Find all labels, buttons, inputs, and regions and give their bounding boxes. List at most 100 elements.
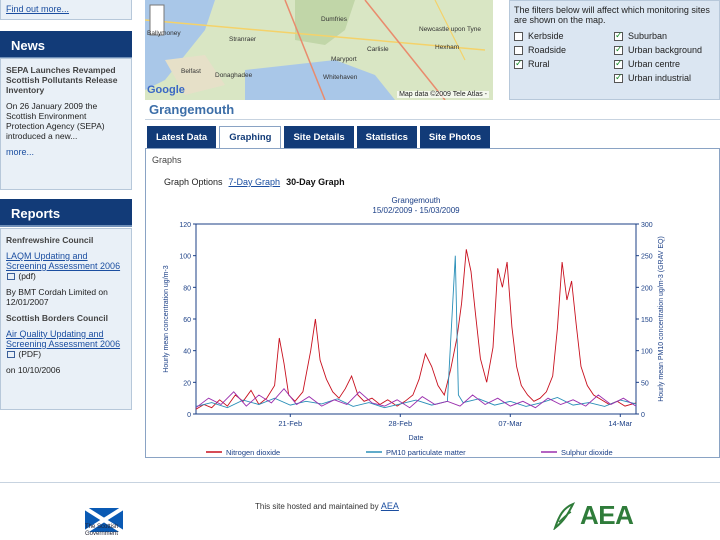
y-left-tick-label: 0 [187,412,191,419]
y-left-tick-label: 60 [183,317,191,324]
report-link-1-suffix: (pdf) [18,271,36,281]
map-label: Newcastle upon Tyne [419,26,482,33]
filter-item[interactable]: Rural [514,58,614,69]
filters-note: The filters below will affect which moni… [514,5,710,25]
news-more-link[interactable]: more... [6,147,35,157]
y-right-tick-label: 200 [641,285,653,292]
hosted-prefix: This site hosted and maintained by [255,502,379,511]
map-label: Ballymoney [147,30,181,37]
find-out-more-link[interactable]: Find out more... [6,4,70,14]
map-label: Maryport [331,56,357,63]
left-sidebar: Find out more... News SEPA Launches Reva… [0,0,132,410]
hosted-by-text: This site hosted and maintained by AEA [255,501,399,511]
filter-label: Urban industrial [628,73,692,83]
filter-checkbox[interactable] [614,44,623,55]
filter-item[interactable]: Kerbside [514,31,614,41]
filter-label: Urban background [628,45,703,55]
footer-divider [0,482,720,483]
filter-spacer [514,73,614,83]
map-label: Donaghadee [215,72,253,79]
filter-item[interactable]: Suburban [614,30,714,41]
y-left-tick-label: 20 [183,380,191,387]
map-label: Whitehaven [323,74,358,81]
aea-logo: AEA [553,500,634,531]
filter-label: Urban centre [628,59,681,69]
x-tick-label: 21-Feb [278,419,302,428]
report-link-2[interactable]: Air Quality Updating and Screening Asses… [6,329,121,349]
x-tick-label: 07-Mar [498,419,522,428]
graph-options-label: Graph Options [164,177,223,187]
aea-wordmark: AEA [580,500,634,530]
chart-title: Grangemouth [392,196,441,205]
x-tick-label: 14-Mar [608,419,632,428]
report-council-1: Renfrewshire Council [6,235,94,245]
chart-subtitle: 15/02/2009 - 15/03/2009 [372,206,460,215]
site-map[interactable]: Dumfries Stranraer Ballymoney Newcastle … [145,0,493,100]
report-council-2: Scottish Borders Council [6,313,109,323]
map-label: Carlisle [367,46,389,53]
y-right-tick-label: 150 [641,317,653,324]
pdf-icon [7,351,15,359]
reports-panel: Renfrewshire Council LAQM Updating and S… [0,228,132,410]
legend-label: Nitrogen dioxide [226,448,280,457]
reports-heading: Reports [0,199,132,227]
map-label: Belfast [181,68,201,75]
filter-checkbox[interactable] [614,72,623,83]
filter-label: Kerbside [528,31,564,41]
filter-item[interactable]: Urban industrial [614,72,714,83]
filter-checkbox[interactable] [514,45,523,55]
filter-item[interactable]: Urban centre [614,58,714,69]
graph-options: Graph Options 7-Day Graph 30-Day Graph [164,177,345,187]
news-text: On 26 January 2009 the Scottish Environm… [6,101,105,141]
tab-graphing[interactable]: Graphing [219,126,282,148]
tab-site-photos[interactable]: Site Photos [419,126,491,148]
series-line-1 [195,255,637,409]
scot-line-1: The Scottish [85,524,119,530]
news-heading: News [0,31,132,59]
filter-grid: Kerbside Suburban Roadside Urban background… [514,30,715,83]
site-filters: The filters below will affect which moni… [509,0,720,100]
map-label: Dumfries [321,16,348,23]
google-logo: Google [147,84,185,96]
filter-checkbox[interactable] [514,58,523,69]
y-left-tick-label: 80 [183,285,191,292]
report-link-1[interactable]: LAQM Updating and Screening Assessment 2… [6,251,121,271]
map-label: Stranraer [229,36,257,43]
news-panel: SEPA Launches Revamped Scottish Pollutan… [0,58,132,190]
map-copyright: Map data ©2009 Tele Atlas - [397,91,489,98]
report-by-2: on 10/10/2006 [6,365,61,375]
y-right-axis-label: Hourly mean PM10 concentration ug/m-3 (G… [658,236,665,402]
y-left-tick-label: 100 [179,254,191,261]
tab-site-details[interactable]: Site Details [284,126,354,148]
plot-area [195,223,637,415]
aea-link[interactable]: AEA [380,501,399,511]
graph-panel: Graphs Graph Options 7-Day Graph 30-Day … [145,148,720,458]
divider [145,119,720,120]
filter-checkbox[interactable] [514,31,523,41]
saltire-icon [85,506,123,534]
news-headline[interactable]: SEPA Launches Revamped Scottish Pollutan… [6,65,118,95]
filter-label: Roadside [528,45,567,55]
legend-label: PM10 particulate matter [386,448,466,457]
y-left-axis-label: Hourly mean concentration ug/m-3 [163,265,170,372]
filter-item[interactable]: Roadside [514,45,614,55]
filter-item[interactable]: Urban background [614,44,714,55]
y-right-tick-label: 0 [641,412,645,419]
thirty-day-graph-option[interactable]: 30-Day Graph [286,177,345,187]
tab-statistics[interactable]: Statistics [356,126,417,148]
map-terrain [145,0,493,100]
tab-latest-data[interactable]: Latest Data [147,126,217,148]
map-label: Hexham [435,44,460,51]
y-right-tick-label: 300 [641,222,653,229]
seven-day-graph-link[interactable]: 7-Day Graph [228,177,281,187]
filter-label: Suburban [628,31,668,41]
report-link-2-suffix: (PDF) [18,349,42,359]
filter-checkbox[interactable] [614,58,623,69]
legend-label: Sulphur dioxide [561,448,613,457]
y-left-tick-label: 40 [183,349,191,356]
scottish-government-logo: The Scottish Government [85,524,118,538]
series-line-2 [195,388,637,409]
filter-checkbox[interactable] [614,30,623,41]
graphs-label: Graphs [152,155,182,165]
